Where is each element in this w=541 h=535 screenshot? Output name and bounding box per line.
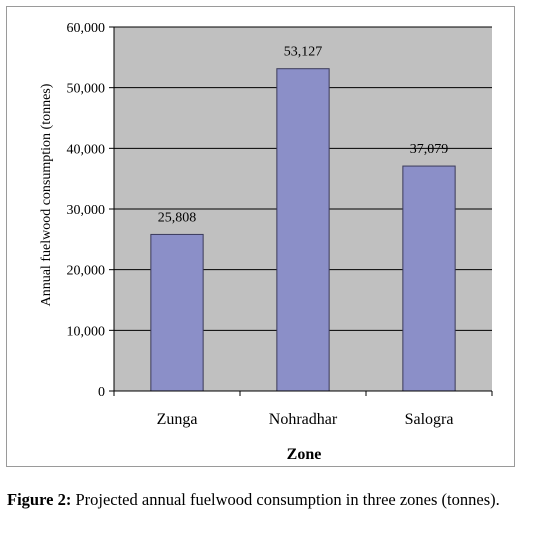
y-tick-label: 40,000 — [67, 142, 106, 157]
bars — [150, 68, 456, 392]
x-tick-label: Salogra — [405, 411, 454, 428]
y-tick-label: 50,000 — [67, 82, 106, 97]
y-tick-label: 10,000 — [67, 324, 106, 339]
y-axis-label: Annual fuelwood consumption (tonnes) — [39, 83, 54, 306]
bar — [150, 233, 204, 392]
bar — [276, 68, 330, 392]
x-tick-label: Zunga — [157, 411, 198, 428]
y-tick-label: 30,000 — [67, 203, 106, 218]
bar — [402, 165, 456, 392]
data-labels: 25,808 53,127 37,079 — [158, 45, 449, 226]
y-tick-label: 60,000 — [67, 21, 106, 36]
x-axis-label: Zone — [287, 446, 322, 463]
axes — [109, 26, 493, 396]
caption-label: Figure 2: — [7, 490, 72, 509]
data-label: 25,808 — [158, 210, 197, 225]
x-tick-labels: Zunga Nohradhar Salogra — [157, 411, 454, 428]
y-tick-label: 0 — [98, 385, 105, 400]
figure-caption: Figure 2: Projected annual fuelwood cons… — [7, 489, 534, 510]
y-tick-labels: 0 10,000 20,000 30,000 40,000 50,000 60,000 — [67, 21, 106, 400]
data-label: 37,079 — [410, 142, 449, 157]
data-label: 53,127 — [284, 45, 323, 60]
bar-chart: 0 10,000 20,000 30,000 40,000 50,000 60,000 Zu… — [39, 21, 493, 463]
x-tick-label: Nohradhar — [269, 411, 338, 428]
caption-text: Projected annual fuelwood consumption in… — [71, 490, 500, 509]
y-tick-label: 20,000 — [67, 264, 106, 279]
